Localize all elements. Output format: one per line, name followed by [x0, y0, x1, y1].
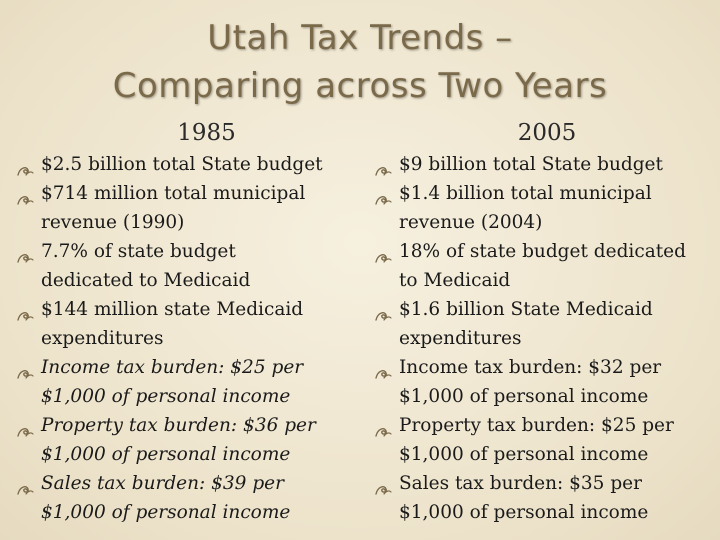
item-text: Income tax burden: $25 per — [41, 357, 304, 378]
item-text-cont: $1,000 of personal income — [399, 386, 649, 407]
item-text: 18% of state budget dedicated — [399, 241, 686, 262]
bullet-list-1985: $2.5 billion total State budget $714 mil… — [14, 150, 359, 527]
item-text: $144 million state Medicaid — [41, 299, 304, 320]
list-item: Sales tax burden: $39 per $1,000 of perso… — [14, 469, 359, 527]
item-text: $1.4 billion total municipal — [399, 183, 652, 204]
list-item: 7.7% of state budget dedicated to Medicai… — [14, 237, 359, 295]
year-heading-2005: 2005 — [517, 120, 577, 146]
item-text: 7.7% of state budget — [41, 241, 236, 262]
swirl-bullet-icon — [374, 477, 392, 495]
list-item: Property tax burden: $25 per $1,000 of pe… — [372, 411, 712, 469]
list-item: $1.4 billion total municipal revenue (200… — [372, 179, 712, 237]
item-text: Property tax burden: $25 per — [399, 415, 674, 436]
list-item: Income tax burden: $25 per $1,000 of pers… — [14, 353, 359, 411]
swirl-bullet-icon — [374, 361, 392, 379]
swirl-bullet-icon — [16, 187, 34, 205]
list-item: Sales tax burden: $35 per $1,000 of perso… — [372, 469, 712, 527]
list-item: $2.5 billion total State budget — [14, 150, 359, 179]
swirl-bullet-icon — [16, 361, 34, 379]
item-text-cont: $1,000 of personal income — [41, 444, 291, 465]
swirl-bullet-icon — [374, 158, 392, 176]
list-item: 18% of state budget dedicated to Medicaid — [372, 237, 712, 295]
swirl-bullet-icon — [16, 419, 34, 437]
list-item: $144 million state Medicaid expenditures — [14, 295, 359, 353]
item-text: $2.5 billion total State budget — [41, 154, 323, 175]
list-item: $9 billion total State budget — [372, 150, 712, 179]
column-1985: 1985 $2.5 billion total State budget $71… — [14, 118, 359, 527]
title-line-2: Comparing across Two Years — [112, 66, 608, 106]
swirl-bullet-icon — [374, 187, 392, 205]
item-text-cont: $1,000 of personal income — [41, 502, 291, 523]
list-item: Income tax burden: $32 per $1,000 of pers… — [372, 353, 712, 411]
list-item: Property tax burden: $36 per $1,000 of pe… — [14, 411, 359, 469]
slide-title: Utah Tax Trends – Comparing across Two Y… — [40, 14, 680, 110]
item-text-cont: to Medicaid — [399, 270, 511, 291]
item-text-cont: $1,000 of personal income — [399, 502, 649, 523]
title-line-1: Utah Tax Trends – — [207, 18, 513, 58]
item-text: Sales tax burden: $35 per — [399, 473, 642, 494]
swirl-bullet-icon — [374, 303, 392, 321]
item-text-cont: $1,000 of personal income — [399, 444, 649, 465]
item-text: $1.6 billion State Medicaid — [399, 299, 653, 320]
item-text-cont: expenditures — [399, 328, 522, 349]
swirl-bullet-icon — [16, 477, 34, 495]
list-item: $714 million total municipal revenue (199… — [14, 179, 359, 237]
item-text: Property tax burden: $36 per — [41, 415, 316, 436]
list-item: $1.6 billion State Medicaid expenditures — [372, 295, 712, 353]
bullet-list-2005: $9 billion total State budget $1.4 billi… — [372, 150, 712, 527]
swirl-bullet-icon — [374, 245, 392, 263]
item-text-cont: revenue (1990) — [41, 212, 185, 233]
item-text-cont: expenditures — [41, 328, 164, 349]
swirl-bullet-icon — [16, 245, 34, 263]
swirl-bullet-icon — [16, 303, 34, 321]
item-text: $9 billion total State budget — [399, 154, 663, 175]
swirl-bullet-icon — [16, 158, 34, 176]
item-text-cont: $1,000 of personal income — [41, 386, 291, 407]
swirl-bullet-icon — [374, 419, 392, 437]
item-text: Sales tax burden: $39 per — [41, 473, 284, 494]
item-text: Income tax burden: $32 per — [399, 357, 662, 378]
year-heading-1985: 1985 — [177, 120, 236, 146]
column-2005: 2005 $9 billion total State budget $1.4 … — [372, 118, 712, 527]
item-text: $714 million total municipal — [41, 183, 306, 204]
item-text-cont: dedicated to Medicaid — [41, 270, 251, 291]
item-text-cont: revenue (2004) — [399, 212, 543, 233]
